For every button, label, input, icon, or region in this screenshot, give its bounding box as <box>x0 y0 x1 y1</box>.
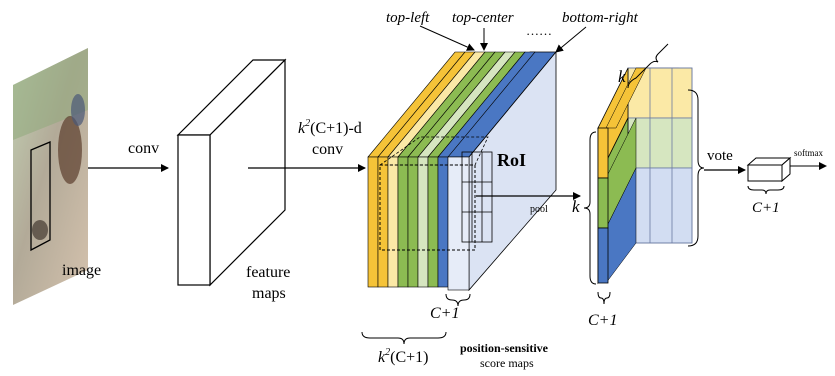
kk-c1-conv-label: conv <box>312 141 343 158</box>
vote-brace <box>687 89 705 247</box>
vote-label: vote <box>707 148 733 164</box>
c1-brace-output <box>747 185 785 195</box>
c1-brace-stack <box>445 293 471 307</box>
score-map-stack <box>367 50 557 292</box>
rider-silhouette <box>71 94 85 126</box>
image-label: image <box>62 262 101 279</box>
k-top-brace <box>627 43 669 89</box>
psm-label-2: score maps <box>480 356 534 370</box>
psm-label-1: position-sensitive <box>460 341 549 355</box>
feature-maps-block <box>176 58 287 287</box>
conv-label: conv <box>128 140 159 157</box>
bottom-right-pointer <box>555 26 587 53</box>
feature-maps-label-2: maps <box>252 285 286 302</box>
c1-small-box-label: C+1 <box>752 200 780 216</box>
roi-label: RoI <box>497 150 526 170</box>
k-left-label: k <box>572 197 580 216</box>
ellipsis-label: …… <box>526 23 552 38</box>
kk-c1-d-label: k2(C+1)-d <box>298 118 362 137</box>
softmax-label: softmax <box>794 148 823 158</box>
top-center-label: top-center <box>452 10 514 26</box>
top-left-pointer <box>419 25 475 51</box>
c1-under-stack-label: C+1 <box>430 305 459 322</box>
c1-under-grid-label: C+1 <box>588 312 617 329</box>
horse-silhouette <box>58 116 82 184</box>
top-left-label: top-left <box>386 10 430 26</box>
k-top-label: k <box>618 67 626 86</box>
pooled-score-grid <box>597 67 693 285</box>
roi-box-on-image <box>30 141 51 252</box>
feature-maps-label-1: feature <box>246 264 290 281</box>
pool-label: pool <box>530 204 548 215</box>
pooled-grid-face <box>627 67 693 244</box>
k2c1-label: k2(C+1) <box>378 347 428 366</box>
roi-grid <box>461 151 493 243</box>
bottom-right-label: bottom-right <box>562 10 639 26</box>
k-left-brace <box>583 131 597 285</box>
input-image <box>13 48 88 305</box>
c1-brace-grid <box>597 291 611 305</box>
output-box <box>746 156 792 183</box>
dog-silhouette <box>32 220 48 240</box>
k2c1-brace <box>361 331 447 345</box>
